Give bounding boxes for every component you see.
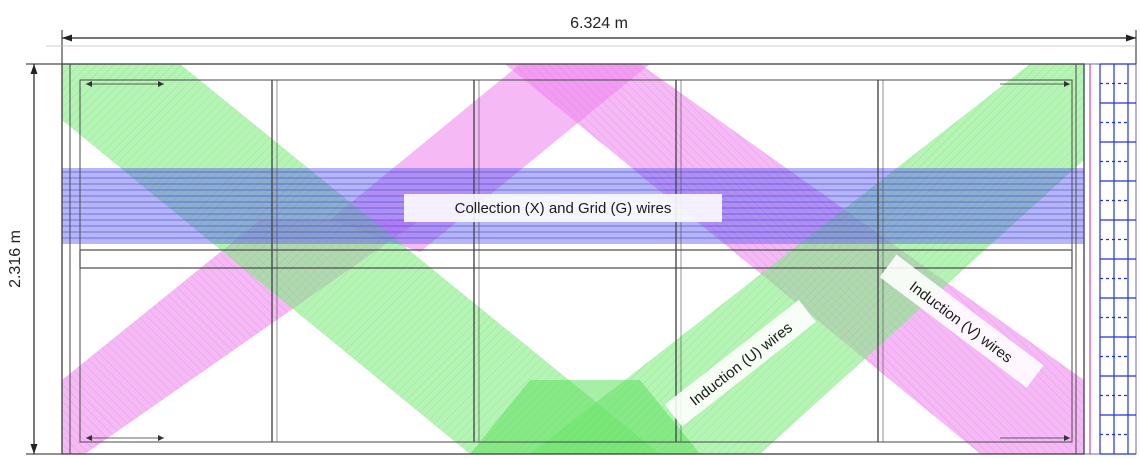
height-dimension: 2.316 m bbox=[7, 63, 62, 455]
height-label: 2.316 m bbox=[7, 230, 24, 288]
side-electronics bbox=[1083, 63, 1137, 455]
green-band-bottom-center bbox=[470, 380, 700, 454]
width-label: 6.324 m bbox=[570, 15, 628, 32]
collection-callout: Collection (X) and Grid (G) wires bbox=[404, 194, 722, 222]
collection-wires-label: Collection (X) and Grid (G) wires bbox=[455, 200, 672, 217]
green-band-u-diagonal bbox=[62, 64, 660, 454]
blue-band-collection bbox=[62, 168, 1084, 244]
corner-markers bbox=[86, 81, 1070, 441]
width-dimension: 6.324 m bbox=[46, 15, 1137, 64]
green-band-u-rising bbox=[530, 64, 1084, 454]
